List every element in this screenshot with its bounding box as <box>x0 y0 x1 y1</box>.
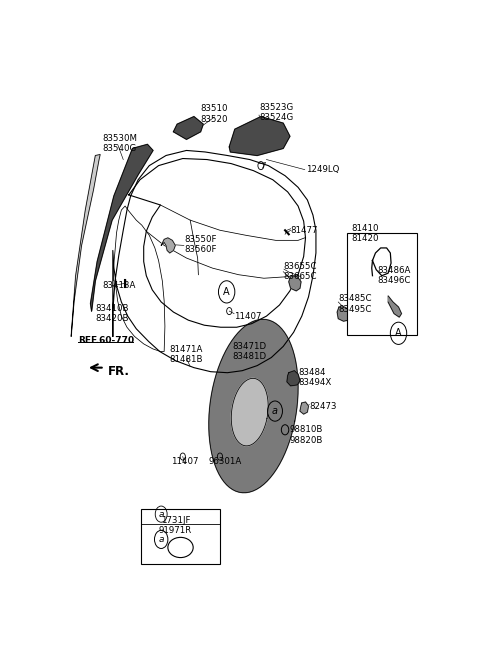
Polygon shape <box>229 117 290 155</box>
Ellipse shape <box>168 537 193 558</box>
Text: FR.: FR. <box>108 365 130 379</box>
Text: 1249LQ: 1249LQ <box>305 165 339 174</box>
Text: 98810B
98820B: 98810B 98820B <box>290 425 323 445</box>
Text: 83484
83494X: 83484 83494X <box>298 368 331 388</box>
Text: 83410B
83420B: 83410B 83420B <box>96 304 129 323</box>
Polygon shape <box>71 155 100 337</box>
Text: REF.60-770: REF.60-770 <box>78 336 134 345</box>
Text: 83655C
83665C: 83655C 83665C <box>283 262 317 281</box>
Polygon shape <box>91 144 153 311</box>
Polygon shape <box>173 117 203 139</box>
Text: 81477: 81477 <box>290 226 318 235</box>
Text: 11407: 11407 <box>234 312 262 321</box>
Polygon shape <box>209 319 298 493</box>
Text: 83471D
83481D: 83471D 83481D <box>233 342 267 361</box>
Text: 83530M
83540G: 83530M 83540G <box>103 134 138 153</box>
Text: 83413A: 83413A <box>103 281 136 291</box>
Bar <box>141 509 220 564</box>
Text: 83550F
83560F: 83550F 83560F <box>185 235 217 254</box>
Text: 1731JF
91971R: 1731JF 91971R <box>159 516 192 535</box>
Polygon shape <box>287 371 300 386</box>
Text: 81410
81420: 81410 81420 <box>351 224 379 243</box>
Text: A: A <box>395 328 402 338</box>
Polygon shape <box>231 379 268 446</box>
Text: a: a <box>158 535 164 544</box>
Polygon shape <box>300 402 309 414</box>
Text: 83510
83520: 83510 83520 <box>201 104 228 124</box>
Text: 81471A
81481B: 81471A 81481B <box>170 345 203 364</box>
Text: a: a <box>158 510 164 519</box>
Text: 11407: 11407 <box>171 457 198 466</box>
Polygon shape <box>289 276 301 291</box>
Polygon shape <box>388 296 401 317</box>
Bar <box>347 233 417 335</box>
Text: 82473: 82473 <box>309 401 337 411</box>
Text: 96301A: 96301A <box>209 457 242 466</box>
Polygon shape <box>337 307 351 321</box>
Text: A: A <box>223 287 230 297</box>
Text: 83485C
83495C: 83485C 83495C <box>338 295 372 314</box>
Text: 83486A
83496C: 83486A 83496C <box>377 266 410 285</box>
Text: 83523G
83524G: 83523G 83524G <box>259 103 293 122</box>
Text: a: a <box>272 406 278 416</box>
Polygon shape <box>161 238 175 253</box>
